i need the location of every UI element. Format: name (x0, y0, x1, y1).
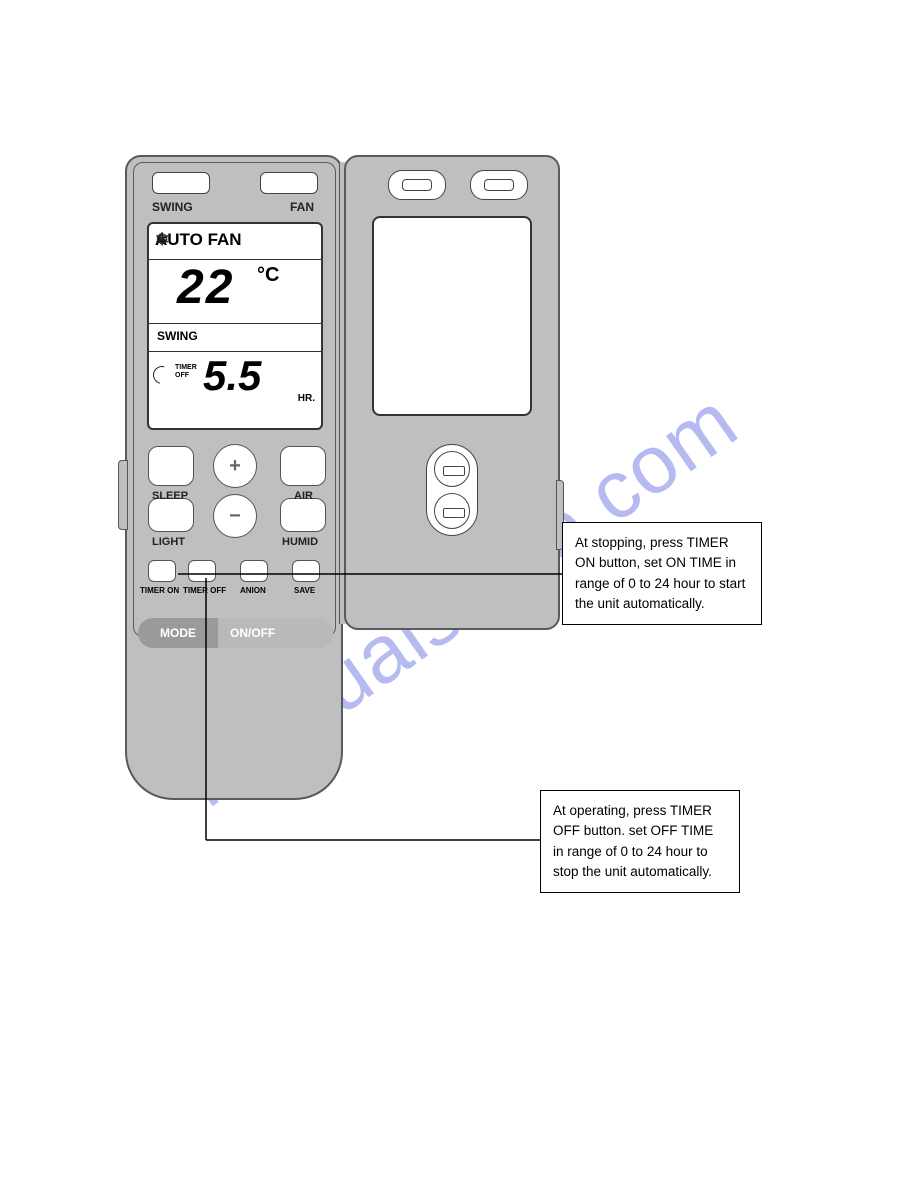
snowflake-icon: ❄ (155, 230, 169, 250)
temp-down-button[interactable]: − (213, 494, 257, 538)
timer-off-button[interactable] (188, 560, 216, 582)
sleep-button[interactable] (148, 446, 194, 486)
lcd-mode-row: AUTO FAN ❄ (149, 224, 321, 260)
lcd-swing-row: SWING (149, 324, 321, 352)
onoff-button[interactable]: ON/OFF (218, 618, 333, 648)
save-button[interactable] (292, 560, 320, 582)
lcd-timer-label: TIMER OFF (175, 364, 197, 380)
air-button-label: AIR (294, 490, 313, 502)
sleep-button-label: SLEEP (152, 490, 188, 502)
save-label: SAVE (294, 586, 315, 595)
lcd-timer-value: 5.5 (203, 352, 261, 400)
anion-label: ANION (240, 586, 266, 595)
swing-label: SWING (152, 200, 193, 214)
anion-button[interactable] (240, 560, 268, 582)
bottom-bar: MODE ON/OFF (138, 618, 333, 648)
lcd-temp-row: 22 °C (149, 260, 321, 324)
cover-knob-2 (434, 493, 470, 529)
timer-off-label: TIMER OFF (183, 586, 226, 595)
callout-timer-on: At stopping, press TIMER ON button, set … (562, 522, 762, 625)
mode-button[interactable]: MODE (138, 618, 218, 648)
humid-button-label: HUMID (282, 536, 318, 548)
moon-icon (150, 363, 175, 388)
cover-window (372, 216, 532, 416)
humid-button[interactable] (280, 498, 326, 532)
air-button[interactable] (280, 446, 326, 486)
fan-label: FAN (290, 200, 314, 214)
lcd-temp-unit: °C (257, 264, 279, 287)
lcd-screen: AUTO FAN ❄ 22 °C SWING TIMER OFF 5.5 HR. (147, 222, 323, 430)
timer-on-label: TIMER ON (140, 586, 179, 595)
timer-on-button[interactable] (148, 560, 176, 582)
light-button[interactable] (148, 498, 194, 532)
lcd-timer-row: TIMER OFF 5.5 HR. (149, 352, 321, 408)
cover-clip-right (470, 170, 528, 200)
light-button-label: LIGHT (152, 536, 185, 548)
plus-icon: + (229, 455, 241, 478)
temp-up-button[interactable]: + (213, 444, 257, 488)
cover-knob-housing (426, 444, 478, 536)
lcd-swing-label: SWING (157, 329, 198, 343)
side-tab (118, 460, 128, 530)
ir-window-right (260, 172, 318, 194)
minus-icon: − (229, 505, 241, 528)
ir-window-left (152, 172, 210, 194)
cover-clip-left (388, 170, 446, 200)
page: manualshive.com SWING FAN AUTO FAN ❄ 22 … (0, 0, 918, 1188)
lcd-temp-value: 22 (177, 260, 234, 315)
cover-knob-1 (434, 451, 470, 487)
lcd-timer-label-1: TIMER (175, 364, 197, 371)
lcd-hr-label: HR. (298, 393, 315, 404)
lcd-timer-label-2: OFF (175, 372, 189, 379)
callout-timer-off: At operating, press TIMER OFF button. se… (540, 790, 740, 893)
